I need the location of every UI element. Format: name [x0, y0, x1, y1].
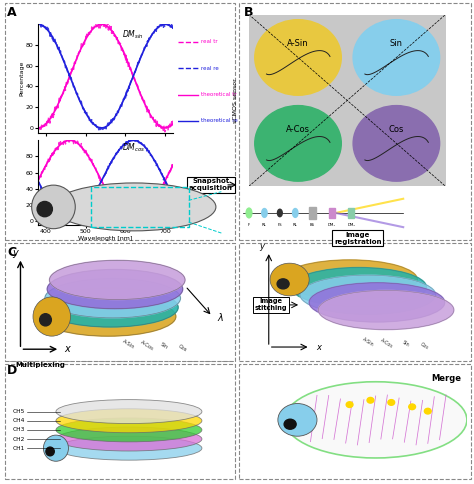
Text: $x$: $x$ [316, 343, 323, 351]
Text: CH1: CH1 [12, 446, 25, 451]
Ellipse shape [47, 270, 183, 309]
Text: DM₂: DM₂ [347, 223, 355, 227]
Circle shape [277, 279, 289, 289]
Ellipse shape [309, 283, 445, 322]
Text: real re: real re [201, 66, 219, 71]
Text: $y$: $y$ [259, 242, 266, 253]
FancyBboxPatch shape [329, 208, 335, 218]
Ellipse shape [291, 268, 427, 307]
Ellipse shape [292, 209, 298, 217]
Text: FS: FS [278, 223, 282, 227]
FancyBboxPatch shape [348, 208, 354, 218]
Ellipse shape [282, 260, 417, 299]
Text: C: C [7, 246, 16, 259]
Text: DM₁: DM₁ [328, 223, 336, 227]
Text: $\lambda$: $\lambda$ [217, 311, 224, 323]
Ellipse shape [56, 400, 202, 424]
Text: theoretical tr: theoretical tr [201, 92, 236, 97]
Text: $DM_{cos}$: $DM_{cos}$ [122, 141, 145, 154]
Text: RL: RL [262, 223, 267, 227]
Circle shape [284, 419, 296, 429]
Text: Sin: Sin [160, 342, 169, 350]
Text: CH2: CH2 [12, 437, 25, 441]
Ellipse shape [246, 208, 252, 218]
Ellipse shape [277, 209, 282, 217]
X-axis label: Wavelength [nm]: Wavelength [nm] [78, 236, 133, 241]
Text: Snapshot
acquisition: Snapshot acquisition [189, 179, 233, 191]
Text: sCMOS sensor: sCMOS sensor [233, 78, 237, 123]
Circle shape [367, 397, 374, 403]
Text: A: A [7, 6, 17, 19]
Circle shape [409, 404, 416, 409]
Ellipse shape [300, 275, 436, 315]
Circle shape [255, 20, 341, 95]
Ellipse shape [52, 183, 216, 231]
Circle shape [353, 106, 440, 181]
Text: Cos: Cos [177, 344, 187, 353]
Text: A-Cos: A-Cos [139, 340, 155, 352]
Text: A-Sin: A-Sin [122, 338, 136, 350]
Ellipse shape [262, 209, 267, 217]
Ellipse shape [56, 427, 202, 451]
Bar [239, 364, 471, 479]
Circle shape [33, 297, 71, 336]
Text: Sin: Sin [390, 39, 403, 48]
Text: Image
registration: Image registration [334, 232, 382, 244]
Circle shape [37, 201, 52, 217]
Text: Multiplexing: Multiplexing [15, 363, 65, 368]
Circle shape [270, 263, 309, 296]
Text: Merge: Merge [431, 374, 461, 383]
Ellipse shape [45, 279, 181, 318]
Y-axis label: Percentage: Percentage [19, 61, 25, 96]
Circle shape [46, 447, 54, 456]
Circle shape [278, 404, 317, 436]
Text: A-Cos: A-Cos [286, 125, 310, 134]
Text: A-Sin: A-Sin [287, 39, 309, 48]
Circle shape [346, 402, 353, 408]
Bar [5, 3, 235, 240]
Ellipse shape [56, 418, 202, 442]
Circle shape [255, 106, 341, 181]
Text: CH5: CH5 [12, 409, 25, 414]
Circle shape [388, 400, 395, 405]
Circle shape [424, 408, 431, 414]
Text: RL: RL [293, 223, 298, 227]
Text: D: D [7, 364, 18, 377]
Text: real tr: real tr [201, 39, 217, 44]
Text: $x$: $x$ [64, 344, 73, 354]
Bar [239, 243, 471, 361]
Text: CH3: CH3 [12, 427, 25, 432]
Ellipse shape [43, 288, 178, 327]
Text: $DM_{sin}$: $DM_{sin}$ [122, 28, 144, 41]
Text: Image
stitching: Image stitching [255, 299, 287, 311]
Text: A-Sin: A-Sin [361, 336, 374, 347]
Text: B: B [244, 6, 254, 19]
FancyBboxPatch shape [309, 207, 317, 219]
Ellipse shape [56, 409, 202, 433]
Circle shape [44, 435, 68, 461]
Text: BS: BS [310, 223, 315, 227]
Circle shape [32, 185, 75, 228]
Circle shape [40, 314, 51, 326]
Text: Cos: Cos [419, 341, 429, 350]
Text: F: F [248, 223, 250, 227]
Ellipse shape [56, 436, 202, 460]
Text: Cos: Cos [389, 125, 404, 134]
Ellipse shape [40, 297, 176, 336]
Ellipse shape [49, 260, 185, 300]
Text: CH4: CH4 [12, 418, 25, 423]
Bar [5, 243, 235, 361]
Text: theoretical re: theoretical re [201, 119, 237, 123]
Text: Sin: Sin [401, 340, 410, 348]
Circle shape [353, 20, 440, 95]
Text: A-Cos: A-Cos [379, 338, 394, 349]
Text: $y$: $y$ [12, 247, 20, 259]
Bar [5, 364, 235, 479]
Ellipse shape [284, 382, 467, 458]
Bar [239, 3, 471, 240]
Ellipse shape [319, 290, 454, 330]
